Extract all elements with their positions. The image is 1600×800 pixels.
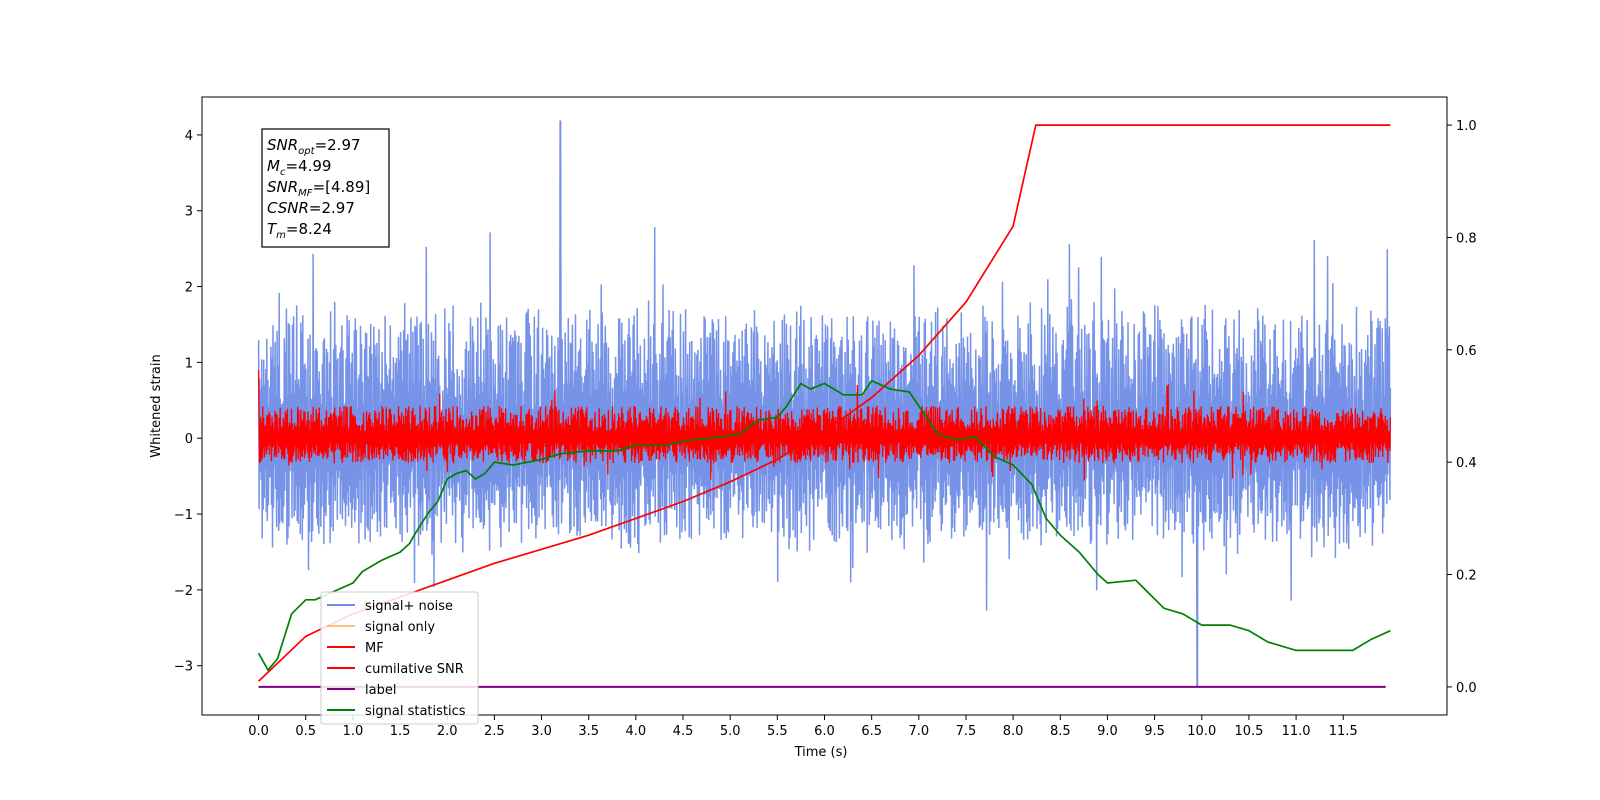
y-axis-label: Whitened strain	[149, 354, 164, 457]
csnr-line: CSNR=2.97	[267, 199, 355, 217]
x-tick-label: 8.5	[1050, 724, 1071, 739]
x-tick-label: 2.5	[484, 724, 505, 739]
legend-entry-signal-only: signal only	[327, 620, 435, 635]
y-tick-label: −2	[174, 584, 193, 599]
y-tick-label: 2	[185, 281, 193, 296]
y2-tick-label: 0.8	[1456, 231, 1477, 246]
legend-label: signal statistics	[365, 704, 466, 719]
x-tick-label: 9.0	[1097, 724, 1118, 739]
series-signal-statistics	[257, 379, 1391, 672]
y-tick-label: −3	[174, 660, 193, 675]
x-tick-label: 0.0	[248, 724, 269, 739]
y2-tick-label: 0.4	[1456, 456, 1477, 471]
legend-label: signal+ noise	[365, 599, 453, 614]
x-tick-label: 5.5	[767, 724, 788, 739]
y2-tick-label: 0.0	[1456, 681, 1477, 696]
x-tick-label: 0.5	[295, 724, 316, 739]
x-tick-label: 8.0	[1003, 724, 1024, 739]
x-tick-label: 6.5	[861, 724, 882, 739]
x-tick-label: 2.0	[437, 724, 458, 739]
legend-label: signal only	[365, 620, 435, 635]
x-tick-label: 7.0	[908, 724, 929, 739]
legend-entry-label: label	[327, 683, 396, 698]
legend-frame	[320, 591, 479, 725]
y2-tick-label: 1.0	[1456, 119, 1477, 134]
info-box-frame	[261, 128, 390, 248]
series-mf	[257, 369, 1392, 481]
info-box: SNRopt=2.97 Mc=4.99 SNRMF=[4.89] CSNR=2.…	[261, 128, 390, 248]
x-tick-label: 3.0	[531, 724, 552, 739]
legend-entry-signal-noise: signal+ noise	[327, 599, 453, 614]
legend-label: cumilative SNR	[365, 662, 464, 677]
x-tick-label: 6.0	[814, 724, 835, 739]
legend-entry-signal-statistics: signal statistics	[327, 704, 466, 719]
x-tick-label: 11.0	[1282, 724, 1311, 739]
x-tick-label: 10.5	[1234, 724, 1263, 739]
snr-mf-line: SNRMF=[4.89]	[267, 178, 370, 199]
ticks-layer: 0.0 0.5 1.0 1.5 2.0 2.5 3.0 3.5 4.0 4.5 5.0 5.5 6.0 6…	[174, 119, 1477, 739]
x-tick-label: 4.0	[626, 724, 647, 739]
y-tick-label: −1	[174, 508, 193, 523]
mc-line: Mc=4.99	[267, 157, 331, 178]
tm-line: Tm=8.24	[267, 220, 332, 241]
x-tick-label: 4.5	[673, 724, 694, 739]
legend-label: MF	[365, 641, 384, 656]
x-tick-label: 11.5	[1329, 724, 1358, 739]
snr-opt-line: SNRopt=2.97	[267, 136, 361, 157]
x-tick-label: 7.5	[956, 724, 977, 739]
y2-tick-label: 0.2	[1456, 569, 1477, 584]
x-tick-label: 5.0	[720, 724, 741, 739]
legend-entry-mf: MF	[327, 641, 384, 656]
legend-label: label	[365, 683, 396, 698]
legend: signal+ noise signal only MF cumilative …	[320, 591, 479, 725]
x-axis-label: Time (s)	[794, 745, 848, 760]
y-tick-label: 1	[185, 356, 193, 371]
y-tick-label: 0	[185, 432, 193, 447]
y-tick-label: 3	[185, 205, 193, 220]
y2-tick-label: 0.6	[1456, 344, 1477, 359]
legend-entry-cumulative-snr: cumilative SNR	[327, 662, 464, 677]
y-tick-label: 4	[185, 129, 193, 144]
x-tick-label: 10.0	[1187, 724, 1216, 739]
x-tick-label: 3.5	[578, 724, 599, 739]
x-tick-label: 1.5	[390, 724, 411, 739]
x-tick-label: 9.5	[1144, 724, 1165, 739]
x-tick-label: 1.0	[343, 724, 364, 739]
